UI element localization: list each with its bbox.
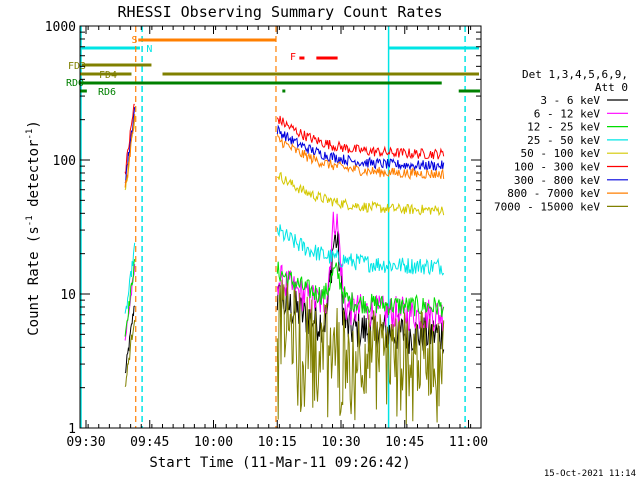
observing-flags: SN F FD3 FD4 RDO RD6 [66,26,480,428]
legend-entry-label: 50 - 100 keV [521,147,601,160]
x-tick-label: 10:30 [321,435,360,450]
plot-frame [79,25,482,429]
axes: 09:30 09:45 10:00 10:15 10:30 10:45 11:00 1 10 10… [45,20,488,450]
series-line-8 [124,113,445,188]
series-line-6 [124,103,445,175]
rd6-label: RD6 [98,87,116,98]
legend-entry-label: 6 - 12 keV [534,107,601,120]
fd4-label: FD4 [99,70,117,81]
series-line-3 [124,258,445,337]
timestamp: 15-Oct-2021 11:14 [544,469,636,479]
legend-entry-label: 7000 - 15000 keV [494,200,600,213]
x-tick-label: 09:30 [66,435,105,450]
x-tick-label: 09:45 [130,435,169,450]
legend-header-line2: Att 0 [595,81,628,94]
legend-entry-label: 12 - 25 keV [527,121,600,134]
night-label: N [146,44,152,55]
y-tick-label: 100 [53,154,76,169]
y-tick-label: 1000 [45,20,76,35]
legend-entry-label: 100 - 300 keV [514,161,600,174]
saa-label: S [131,35,137,46]
x-tick-label: 10:45 [385,435,424,450]
chart-title: RHESSI Observing Summary Count Rates [117,3,442,21]
rdo-label: RDO [66,78,84,89]
legend-entry-label: 800 - 7000 keV [507,187,600,200]
legend-header-line1: Det 1,3,4,5,6,9, [522,68,628,81]
series-line-9 [124,279,445,425]
y-tick-label: 10 [60,288,76,303]
flare-label: F [290,52,296,63]
y-tick-label: 1 [68,422,76,437]
y-axis-label: Count Rate (s-1 detector-1) [25,120,42,336]
legend-entry-label: 25 - 50 keV [527,134,600,147]
series-lines [124,103,445,425]
x-tick-label: 10:00 [194,435,233,450]
x-tick-label: 11:00 [449,435,488,450]
series-line-7 [124,106,445,184]
fd3-label: FD3 [68,61,86,72]
legend-entry-label: 300 - 800 keV [514,174,600,187]
x-axis-label: Start Time (11-Mar-11 09:26:42) [149,455,410,471]
x-tick-label: 10:15 [258,435,297,450]
series-line-4 [124,224,445,314]
legend-entry-label: 3 - 6 keV [540,94,600,107]
